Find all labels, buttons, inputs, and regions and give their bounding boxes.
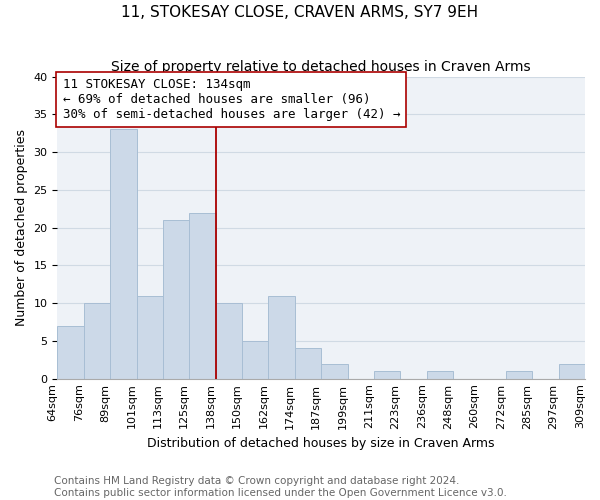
Bar <box>137 296 163 378</box>
Text: 11 STOKESAY CLOSE: 134sqm
← 69% of detached houses are smaller (96)
30% of semi-: 11 STOKESAY CLOSE: 134sqm ← 69% of detac… <box>62 78 400 121</box>
Text: 11, STOKESAY CLOSE, CRAVEN ARMS, SY7 9EH: 11, STOKESAY CLOSE, CRAVEN ARMS, SY7 9EH <box>121 5 479 20</box>
Text: Contains HM Land Registry data © Crown copyright and database right 2024.
Contai: Contains HM Land Registry data © Crown c… <box>54 476 507 498</box>
Bar <box>268 296 295 378</box>
Bar <box>321 364 347 378</box>
Bar <box>295 348 321 378</box>
Bar <box>58 326 84 378</box>
Bar <box>374 371 400 378</box>
X-axis label: Distribution of detached houses by size in Craven Arms: Distribution of detached houses by size … <box>148 437 495 450</box>
Bar <box>242 341 268 378</box>
Bar <box>559 364 585 378</box>
Bar <box>84 303 110 378</box>
Bar <box>215 303 242 378</box>
Bar <box>190 212 215 378</box>
Title: Size of property relative to detached houses in Craven Arms: Size of property relative to detached ho… <box>112 60 531 74</box>
Y-axis label: Number of detached properties: Number of detached properties <box>15 129 28 326</box>
Bar <box>427 371 453 378</box>
Bar <box>163 220 190 378</box>
Bar <box>110 130 137 378</box>
Bar <box>506 371 532 378</box>
